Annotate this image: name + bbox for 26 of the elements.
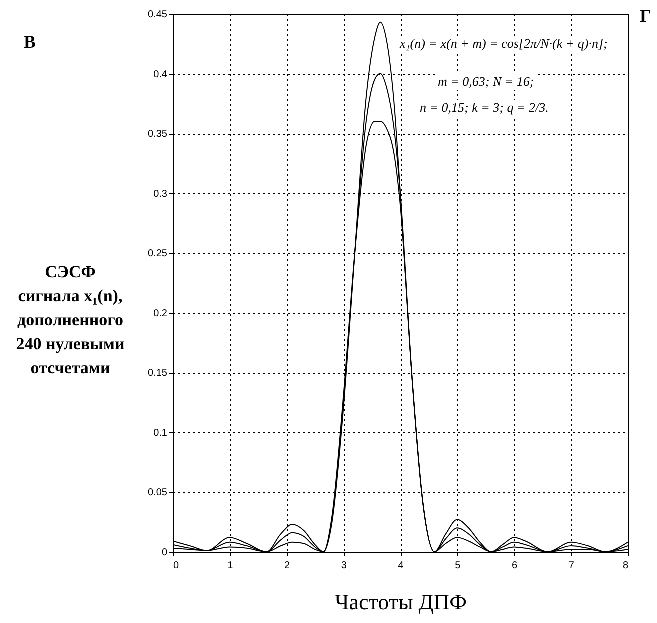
y-tick-label: 0.25 [148,248,168,260]
annotation: x₁(n) = x(n + m) = cos[2π/N·(k + q)·n]; [398,36,610,52]
x-tick-label: 5 [455,560,462,572]
y-axis-title: СЭСФ сигнала x₁(n), дополненного 240 нулевыми отсчетами [16,262,125,378]
annotation: m = 0,63; N = 16; [436,74,536,90]
y-tick-label: 0.4 [154,69,168,80]
x-tick-label: 2 [284,560,290,572]
y-tick-label: 0.05 [148,488,168,499]
y-tick-label: 0 [162,548,168,558]
y-tick-label: 0.15 [148,368,168,380]
annotation: n = 0,15; k = 3; q = 2/3. [418,100,551,116]
text: В [22,32,38,53]
x-axis-title: Частоты ДПФ [334,590,468,614]
y-tick-label: 0.2 [154,308,168,320]
text: Г [638,6,654,27]
x-tick-label: 4 [398,560,404,572]
y-tick-label: 0.35 [148,129,168,140]
x-tick-label: 6 [512,560,518,572]
y-tick-label: 0.1 [154,428,168,439]
y-tick-label: 0.3 [154,188,168,200]
x-tick-label: 3 [341,560,348,572]
x-tick-label: 8 [622,560,629,572]
y-tick-label: 0.45 [148,10,168,20]
x-tick-label: 1 [228,560,234,572]
x-tick-label: 7 [568,560,575,572]
x-tick-label: 0 [174,560,180,572]
